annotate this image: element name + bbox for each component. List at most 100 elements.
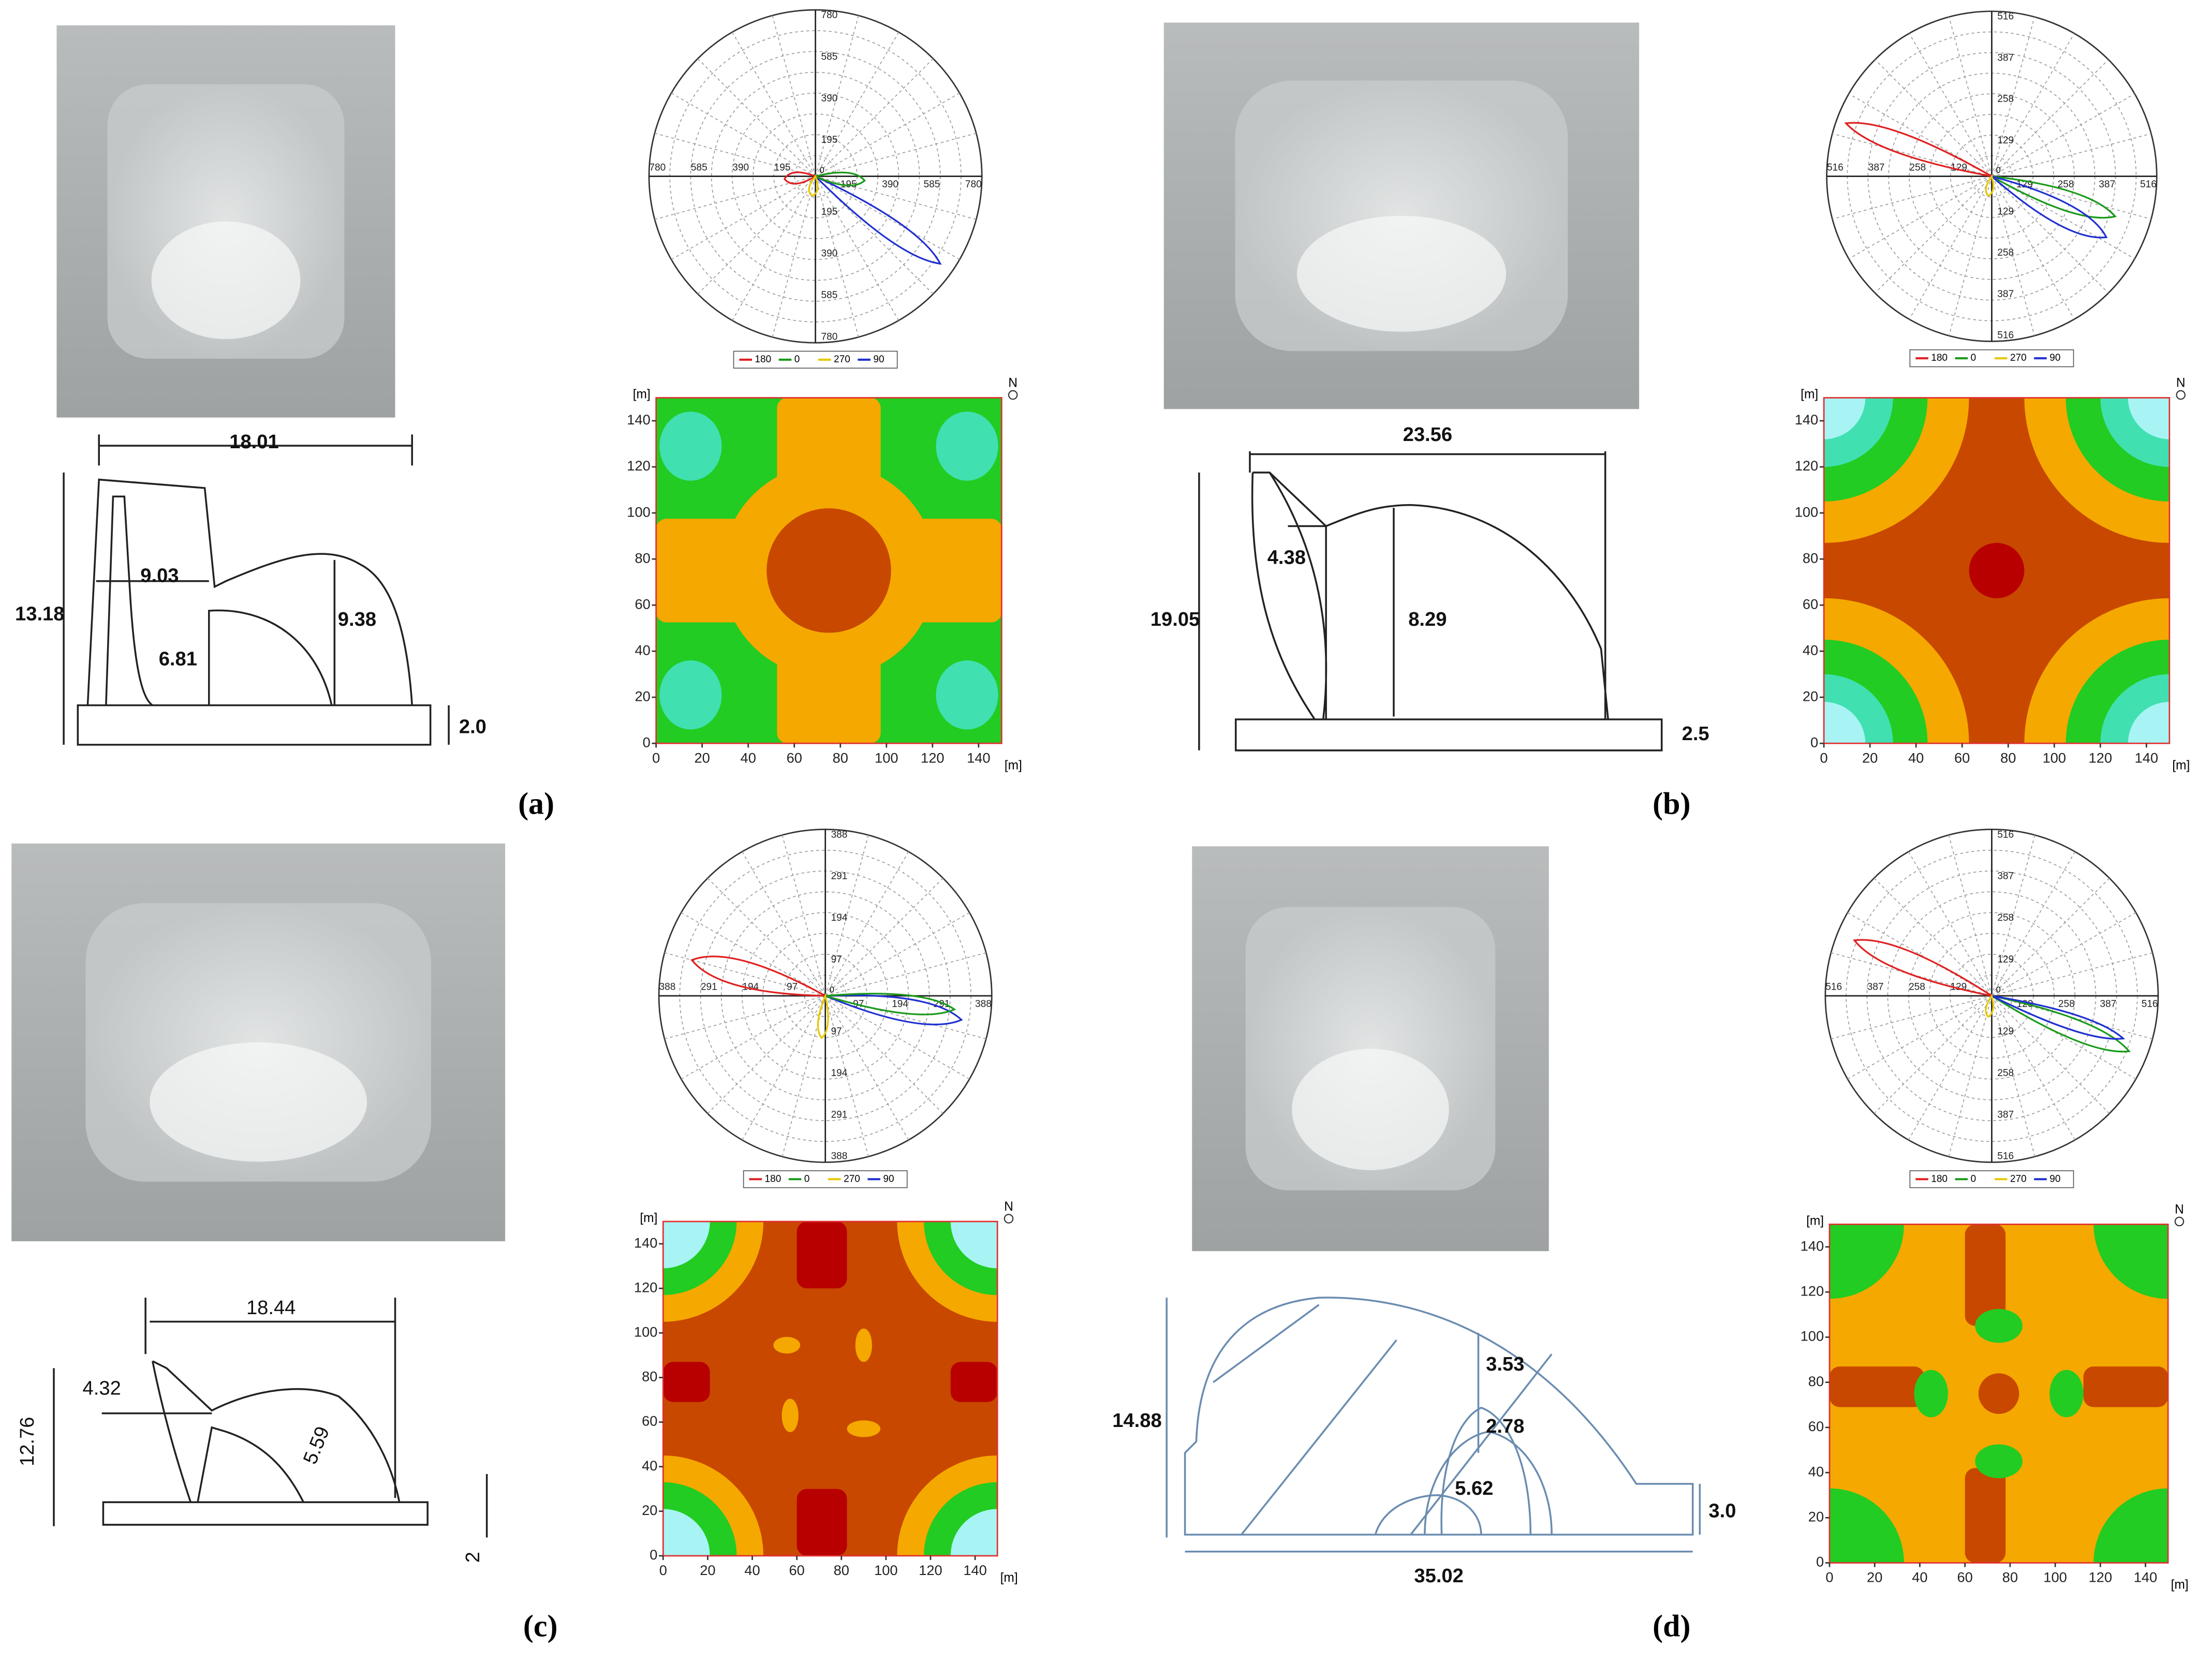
legend-label: 90	[873, 354, 884, 365]
polar-tick-label: 258	[1909, 982, 1925, 993]
polar-tick-label: 390	[882, 179, 898, 190]
y-tick-label: 140	[634, 1234, 657, 1250]
polar-tick-label: 388	[659, 982, 676, 993]
polar-spoke	[1908, 995, 1993, 1140]
y-tick-label: 80	[1808, 1373, 1824, 1389]
polar-curve	[1991, 995, 2131, 1053]
polar-spoke	[1908, 851, 1993, 996]
x-tick-label: 140	[2134, 1569, 2157, 1585]
polar-tick-label: 516	[1997, 1151, 2014, 1162]
map-unit: [m]	[1806, 1214, 1824, 1228]
polar-tick-label: 387	[2099, 179, 2115, 190]
x-tick-label: 40	[744, 1562, 760, 1578]
contour-fill	[659, 411, 722, 481]
polar-spoke	[1992, 175, 2135, 259]
dimension-label: 2.5	[1682, 723, 1709, 745]
polar-curve	[1991, 175, 2117, 219]
dimension-label: 2.0	[459, 715, 486, 738]
polar-tick-label: 258	[2058, 179, 2074, 190]
polar-tick-label: 390	[821, 93, 838, 104]
y-tick-label: 140	[1801, 1238, 1824, 1254]
map-frame	[1823, 397, 2171, 744]
contour-fill	[1969, 542, 2025, 598]
contour-fill	[855, 1328, 872, 1362]
dimension-label: 18.44	[246, 1297, 296, 1319]
contour-fill	[936, 411, 998, 481]
polar-curve	[1991, 995, 2126, 1040]
y-tick-label: 60	[642, 1413, 657, 1429]
polar-spoke	[742, 995, 826, 1140]
x-tick-label: 0	[659, 1562, 667, 1578]
dimension-label: 12.76	[16, 1417, 38, 1466]
panel-label: (d)	[1653, 1609, 1690, 1643]
polar-tick-label: 585	[821, 51, 838, 62]
map-frame	[655, 397, 1002, 744]
polar-tick-label: 195	[821, 135, 838, 145]
x-tick-label: 20	[1862, 749, 1878, 766]
contour-fill	[847, 1420, 881, 1437]
contour-fill	[2128, 702, 2170, 744]
map-unit: [m]	[1005, 758, 1022, 772]
polar-tick-label: 258	[1997, 94, 2014, 105]
y-tick-label: 120	[1801, 1283, 1824, 1299]
polar-spoke	[671, 175, 816, 260]
polar-spoke	[1992, 93, 2135, 177]
polar-spoke	[1992, 133, 2151, 177]
x-tick-label: 120	[919, 1562, 942, 1578]
polar-tick-label: 585	[821, 290, 838, 301]
contour-fill	[1965, 1224, 2006, 1326]
y-tick-label: 0	[643, 734, 651, 750]
polar-spoke	[1991, 176, 2109, 293]
contour-fill	[773, 1336, 801, 1354]
contour-fill	[1975, 1444, 2023, 1478]
polar-tick-label: 387	[1997, 52, 2014, 63]
y-tick-label: 20	[642, 1502, 657, 1518]
contour-map	[656, 398, 1002, 744]
north-symbol	[2174, 1216, 2185, 1227]
x-tick-label: 140	[2135, 749, 2158, 766]
polar-center-label: 0	[1996, 166, 2001, 175]
polar-tick-label: 585	[924, 179, 940, 190]
contour-fill	[950, 1362, 998, 1402]
polar-spoke	[1848, 175, 1992, 259]
x-tick-label: 0	[1825, 1569, 1833, 1585]
legend-label: 0	[1971, 352, 1977, 363]
polar-spoke	[815, 133, 977, 177]
contour-fill	[1830, 1366, 1925, 1407]
legend-label: 180	[765, 1173, 781, 1184]
polar-spoke	[1949, 17, 1993, 176]
map-unit: [m]	[1000, 1571, 1018, 1585]
polar-tick-label: 390	[821, 248, 838, 259]
polar-spoke	[1991, 59, 2109, 177]
map-frame	[662, 1220, 998, 1557]
polar-spoke	[1991, 995, 2110, 1114]
legend-label: 180	[1931, 1173, 1948, 1184]
y-tick-label: 100	[634, 1324, 657, 1340]
y-tick-label: 80	[635, 550, 650, 566]
polar-spoke	[1847, 995, 1992, 1080]
contour-fill	[1830, 1488, 1904, 1563]
dimension-label: 9.38	[338, 608, 376, 630]
polar-tick-label: 194	[892, 998, 908, 1009]
polar-spoke	[781, 835, 826, 996]
polar-tick-label: 516	[2140, 179, 2157, 190]
polar-tick-label: 388	[831, 829, 848, 840]
technical-drawing	[63, 434, 450, 746]
polar-spoke	[1875, 59, 1992, 177]
legend-label: 0	[794, 354, 800, 365]
polar-curve	[813, 171, 866, 186]
dimension-label: 5.59	[299, 1423, 334, 1467]
polar-spoke	[1909, 176, 1993, 320]
north-symbol	[2176, 390, 2186, 400]
y-tick-label: 20	[635, 688, 650, 704]
polar-tick-label: 516	[1997, 11, 2014, 22]
legend-label: 180	[755, 354, 771, 365]
dimension-label: 23.56	[1403, 423, 1452, 446]
legend-label: 270	[2010, 352, 2027, 363]
polar-curve	[690, 955, 826, 997]
north-label: N	[1004, 1200, 1013, 1214]
x-tick-label: 60	[787, 749, 802, 766]
contour-map	[1824, 398, 2170, 744]
